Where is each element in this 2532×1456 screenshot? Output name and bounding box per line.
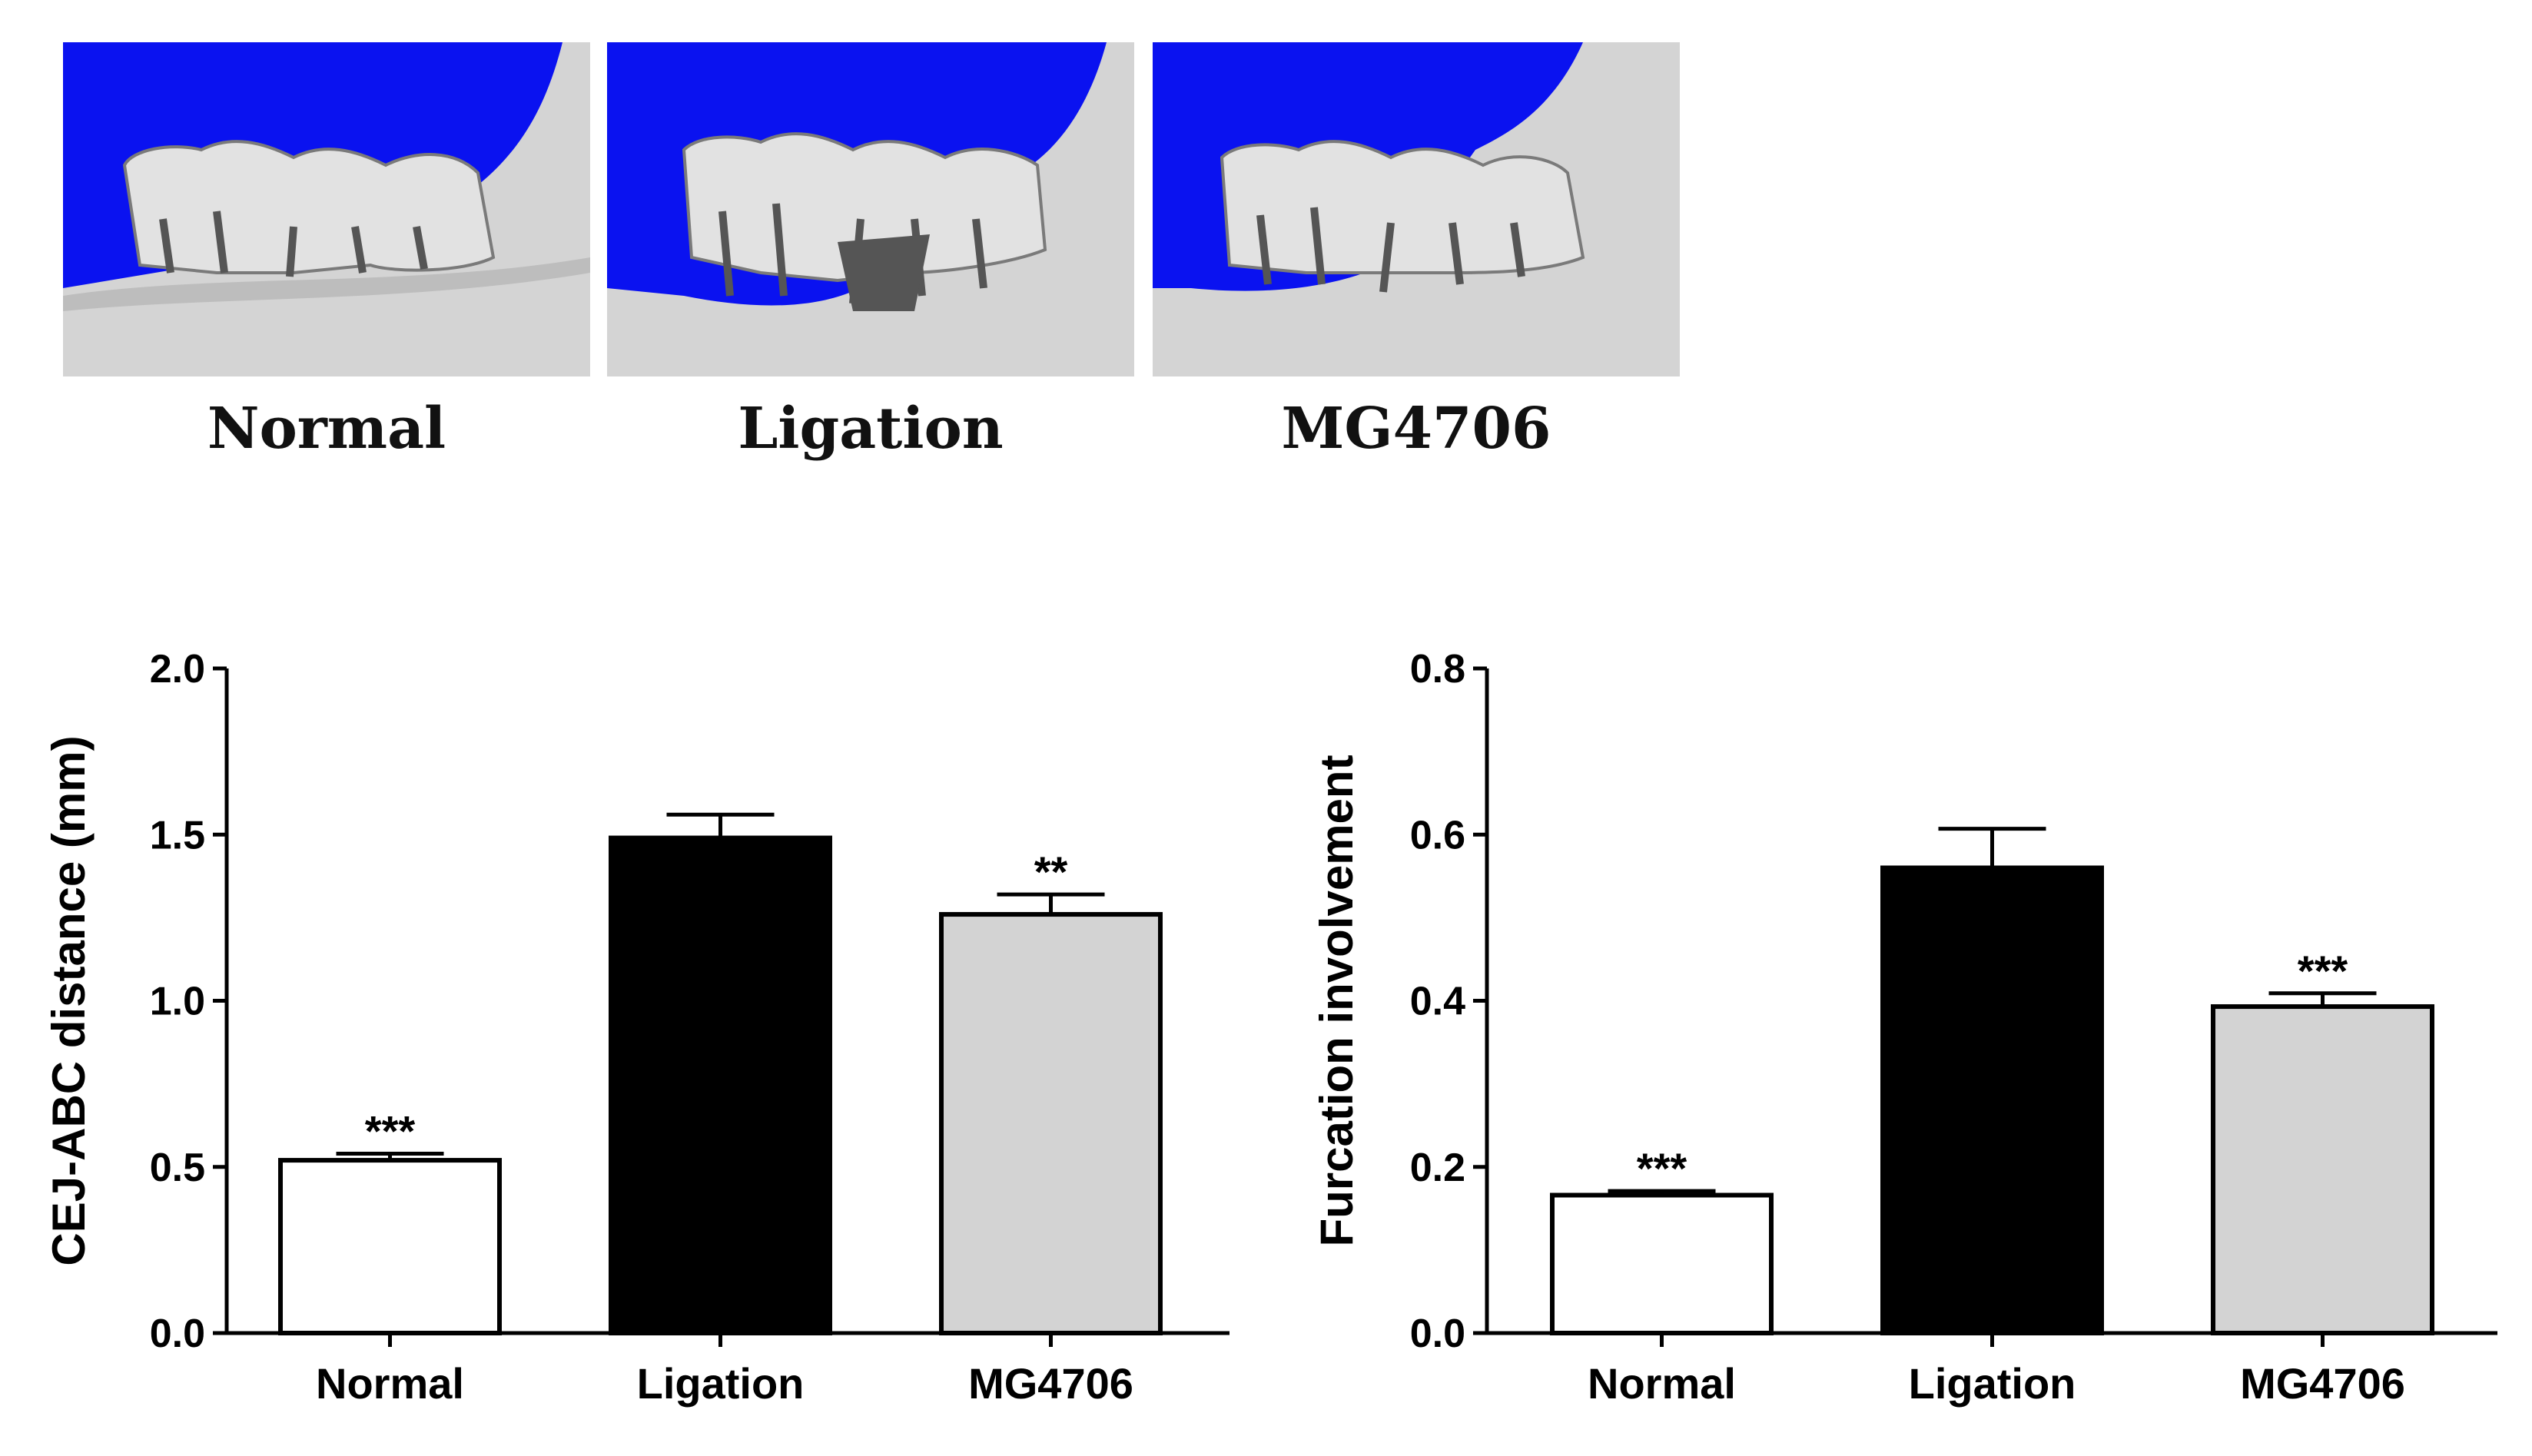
jaw-rendering-normal	[63, 42, 590, 376]
y-tick-label: 0.4	[1410, 980, 1465, 1024]
significance-label: ***	[2298, 947, 2348, 995]
y-axis-label: Furcation involvement	[1311, 755, 1362, 1246]
microct-image-normal	[63, 42, 590, 376]
bar-normal	[278, 1158, 502, 1335]
significance-label: ***	[1637, 1144, 1687, 1192]
significance-label: ***	[365, 1106, 416, 1155]
x-tick-label-normal: Normal	[316, 1359, 464, 1408]
chart-cej-abc-distance: CEJ-ABC distance (mm) 0.0 0.5 1.0 1.5 2.0 Norm…	[31, 599, 1229, 1452]
x-tick-label-mg4706: MG4706	[2240, 1359, 2405, 1408]
chart-cej-abc-svg: CEJ-ABC distance (mm) 0.0 0.5 1.0 1.5 2.0 Norm…	[43, 647, 1229, 1408]
bar-ligation	[1880, 865, 2104, 1335]
y-tick-label: 1.5	[150, 813, 205, 857]
bar-ligation	[609, 835, 832, 1335]
bar-mg4706	[2211, 1004, 2434, 1335]
image-label-ligation: Ligation	[738, 396, 1004, 462]
microct-image-ligation	[607, 42, 1134, 376]
y-tick-label: 2.0	[150, 647, 205, 692]
jaw-rendering-ligation	[607, 42, 1134, 376]
y-tick-label: 0.0	[150, 1312, 205, 1356]
bar-normal	[1550, 1192, 1774, 1336]
image-label-normal: Normal	[207, 396, 446, 462]
y-tick-label: 0.5	[150, 1146, 205, 1190]
x-tick-label-ligation: Ligation	[1909, 1359, 2076, 1408]
y-tick-label: 0.0	[1410, 1312, 1465, 1356]
image-label-mg4706: MG4706	[1281, 396, 1551, 462]
x-tick-label-normal: Normal	[1588, 1359, 1736, 1408]
y-tick-label: 0.8	[1410, 647, 1465, 692]
chart-furcation-svg: Furcation involvement 0.0 0.2 0.4 0.6 0.8 Norm…	[1311, 647, 2497, 1408]
x-tick-label-mg4706: MG4706	[968, 1359, 1133, 1408]
significance-label: **	[1034, 847, 1068, 896]
x-tick-label-ligation: Ligation	[637, 1359, 805, 1408]
y-axis-label: CEJ-ABC distance (mm)	[43, 735, 95, 1265]
microct-image-mg4706	[1153, 42, 1680, 376]
y-tick-label: 0.2	[1410, 1146, 1465, 1190]
y-tick-label: 1.0	[150, 980, 205, 1024]
jaw-rendering-mg4706	[1153, 42, 1680, 376]
chart-furcation-involvement: Furcation involvement 0.0 0.2 0.4 0.6 0.8 Norm…	[1299, 599, 2532, 1452]
bar-mg4706	[939, 912, 1163, 1335]
y-tick-label: 0.6	[1410, 813, 1465, 857]
